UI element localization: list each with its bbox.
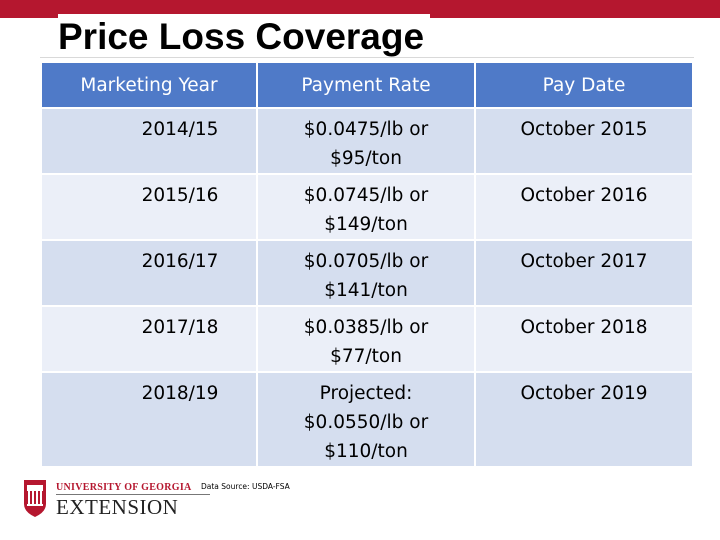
table-row: 2014/15 $0.0475/lb or $95/ton October 201… [40,107,694,175]
cell-marketing-year: 2014/15 [40,107,258,175]
title-divider [40,57,694,58]
table-row: 2015/16 $0.0745/lb or $149/ton October 20… [40,173,694,241]
cell-pay-date: October 2015 [474,107,694,175]
cell-payment-rate: $0.0385/lb or $77/ton [256,305,476,373]
cell-marketing-year: 2016/17 [40,239,258,307]
cell-pay-date: October 2018 [474,305,694,373]
logo-extension-text: EXTENSION [56,495,179,519]
header-marketing-year: Marketing Year [40,61,258,109]
logo-university-text: UNIVERSITY OF GEORGIA [56,482,192,493]
cell-marketing-year: 2017/18 [40,305,258,373]
cell-payment-rate: $0.0705/lb or $141/ton [256,239,476,307]
logo-divider [56,494,210,495]
rate-line: $0.0550/lb or [303,412,429,433]
rate-line: Projected: [319,383,413,404]
price-loss-coverage-table: Marketing Year Payment Rate Pay Date 201… [40,61,694,468]
top-accent-bar [0,0,720,18]
cell-payment-rate: Projected: $0.0550/lb or $110/ton [256,371,476,468]
table-row: 2017/18 $0.0385/lb or $77/ton October 201… [40,305,694,373]
rate-line: $0.0745/lb or [303,185,429,206]
arch-shield-icon [24,480,46,517]
cell-payment-rate: $0.0745/lb or $149/ton [256,173,476,241]
table-row: 2018/19 Projected: $0.0550/lb or $110/ton … [40,371,694,468]
rate-line: $149/ton [324,214,408,235]
cell-payment-rate: $0.0475/lb or $95/ton [256,107,476,175]
slide-title: Price Loss Coverage [58,14,431,60]
rate-line: $0.0705/lb or [303,251,429,272]
uga-extension-logo: UNIVERSITY OF GEORGIA EXTENSION [22,478,210,520]
cell-pay-date: October 2016 [474,173,694,241]
cell-marketing-year: 2018/19 [40,371,258,468]
table-header-row: Marketing Year Payment Rate Pay Date [40,61,694,109]
cell-pay-date: October 2017 [474,239,694,307]
data-source-note: Data Source: USDA-FSA [201,482,290,491]
rate-line: $0.0385/lb or [303,317,429,338]
rate-line: $0.0475/lb or [303,119,429,140]
rate-line: $77/ton [330,346,402,367]
cell-marketing-year: 2015/16 [40,173,258,241]
header-pay-date: Pay Date [474,61,694,109]
rate-line: $141/ton [324,280,408,301]
rate-line: $110/ton [324,441,408,462]
header-payment-rate: Payment Rate [256,61,476,109]
rate-line: $95/ton [330,148,402,169]
cell-pay-date: October 2019 [474,371,694,468]
table-row: 2016/17 $0.0705/lb or $141/ton October 20… [40,239,694,307]
